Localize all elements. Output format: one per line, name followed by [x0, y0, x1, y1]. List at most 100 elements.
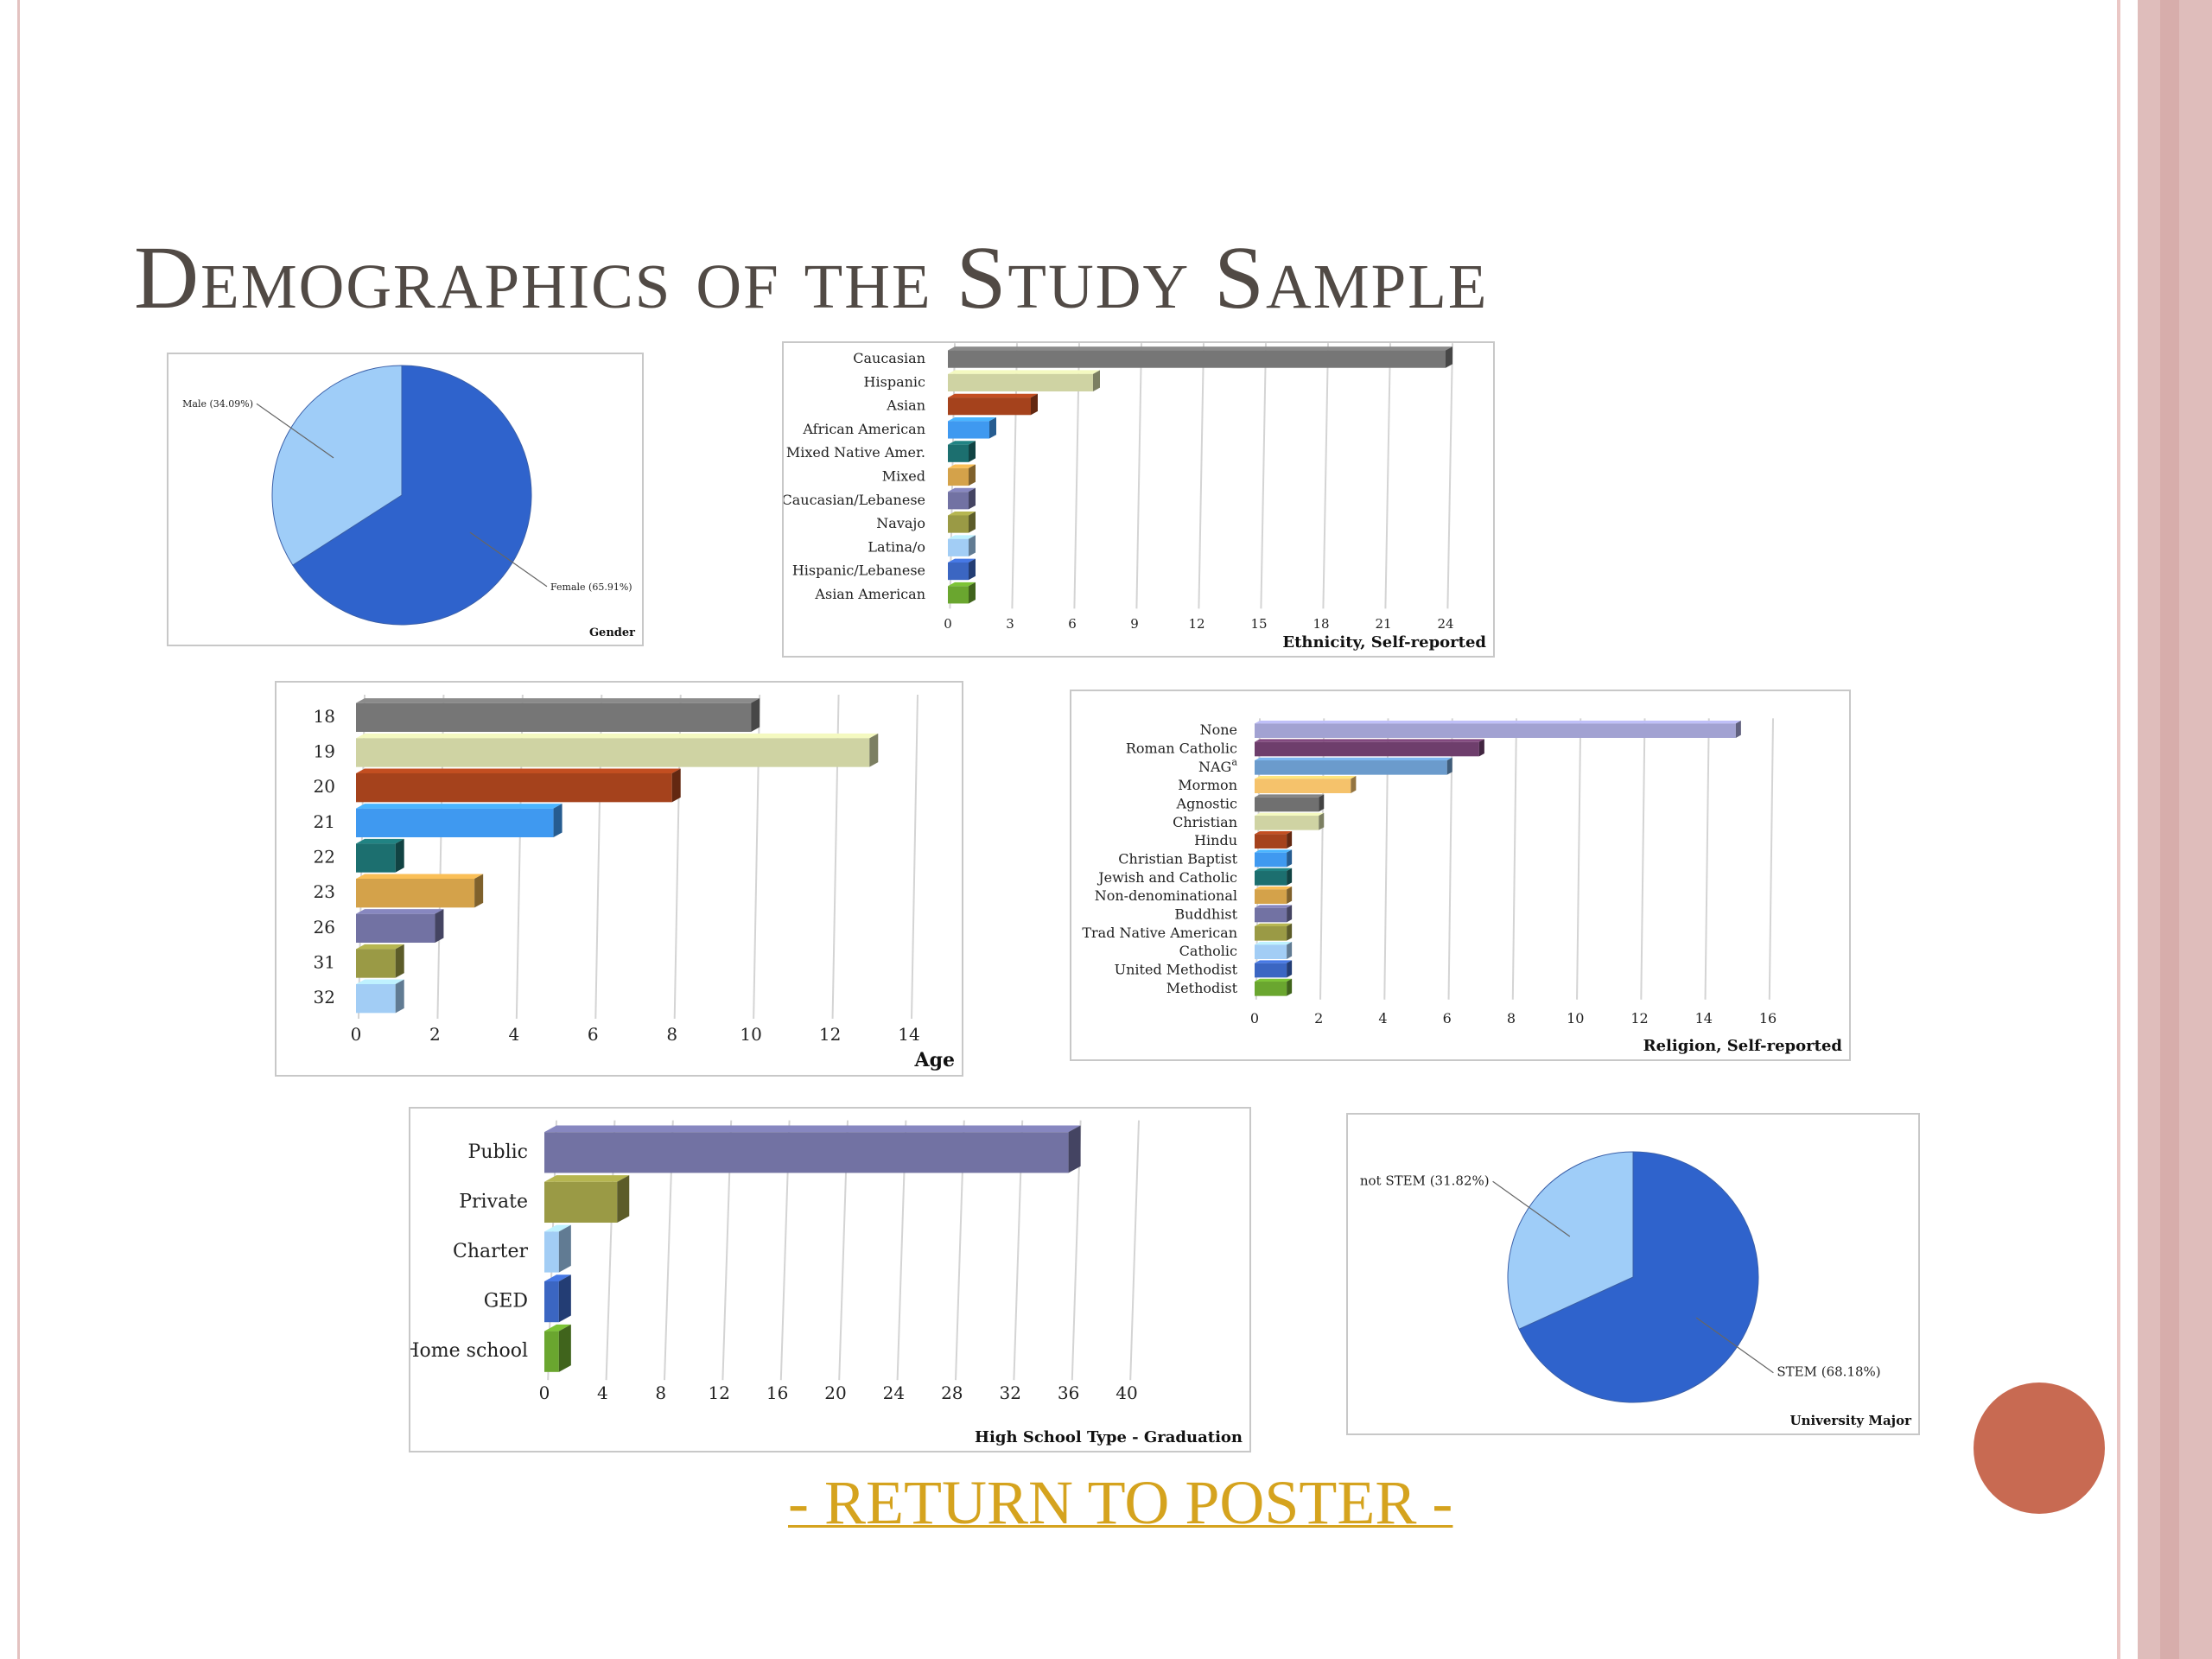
slice-label: Male (34.09%) [182, 398, 253, 410]
bar-front [948, 492, 969, 510]
bar-front [948, 538, 969, 556]
category-label: African American [802, 421, 925, 437]
leader-line [1695, 1317, 1774, 1374]
bar-front [356, 878, 475, 908]
bar-end [558, 1224, 571, 1273]
bar-20 [356, 768, 681, 803]
category-label: Asian American [814, 586, 925, 602]
bar-latina-o [948, 535, 976, 556]
category-label: Buddhist [1174, 906, 1237, 923]
bar-top [1255, 849, 1293, 853]
bar-end [869, 733, 879, 767]
gender-pie-chart: Female (65.91%) Male (34.09%) Gender [167, 353, 644, 646]
bar-jewish-and-catholic [1255, 868, 1293, 886]
x-tick-label: 16 [766, 1382, 788, 1403]
category-label: 26 [314, 917, 335, 938]
bar-19 [356, 733, 879, 767]
bar-32 [356, 979, 404, 1014]
bar-end [558, 1274, 571, 1323]
x-tick-label: 8 [666, 1024, 677, 1045]
bar-front [948, 421, 989, 439]
category-label: Roman Catholic [1126, 741, 1237, 757]
category-label: 21 [314, 811, 335, 832]
bar-front [1255, 779, 1351, 793]
bar-catholic [1255, 942, 1293, 959]
bar-top [1255, 794, 1325, 798]
bar-top [948, 393, 1038, 398]
return-to-poster-link[interactable]: - RETURN TO POSTER - [788, 1468, 1453, 1537]
category-label: Public [468, 1141, 528, 1163]
category-label: 19 [314, 741, 335, 762]
gridline [1640, 718, 1646, 1000]
highschool-bar-chart: Public Private Charter GED Home school 0 4 8 12 1… [409, 1107, 1251, 1452]
category-label: Navajo [876, 515, 925, 531]
bar-top [356, 733, 879, 739]
bar-end [1287, 923, 1293, 941]
category-label: Caucasian [853, 350, 925, 366]
category-label: Mormon [1178, 777, 1237, 793]
bar-top [1255, 739, 1484, 742]
bar-end [1287, 978, 1293, 996]
bar-top [1255, 868, 1293, 872]
gridline [1768, 718, 1774, 1000]
bar-end [969, 535, 976, 556]
bar-hispanic-lebanese [948, 558, 976, 581]
bar-front [1255, 871, 1287, 886]
bar-top [356, 804, 563, 809]
gridline [1260, 343, 1267, 609]
bar-end [617, 1175, 630, 1224]
category-label: Christian [1173, 814, 1237, 830]
x-tick-label: 8 [1507, 1010, 1516, 1027]
chart-title: University Major [1789, 1413, 1912, 1428]
bar-18 [356, 698, 760, 733]
chart-canvas: 18 19 20 21 22 23 26 31 32 0 2 4 6 8 10 12 14 Age [314, 694, 955, 1071]
chart-canvas: Public Private Charter GED Home school 0 4 8 12 1… [410, 1120, 1243, 1446]
bar-united-methodist [1255, 960, 1293, 978]
chart-canvas: STEM (68.18%) not STEM (31.82%) University… [1360, 1151, 1912, 1428]
bar-end [1287, 831, 1293, 849]
category-label: Non-denominational [1095, 887, 1237, 904]
x-tick-label: 6 [1068, 616, 1077, 632]
bar-end [1735, 721, 1741, 738]
bar-end [395, 838, 404, 873]
bar-top [1255, 960, 1293, 963]
gridline [1446, 343, 1453, 609]
bar-top [1255, 812, 1325, 817]
bar-top [356, 768, 681, 773]
bar-front [356, 913, 435, 944]
bar-top [948, 441, 976, 445]
category-label: Asian [886, 397, 925, 414]
bar-private [544, 1175, 630, 1224]
category-label: Hindu [1194, 832, 1237, 849]
leader-line [256, 403, 334, 459]
bar-charter [544, 1224, 571, 1273]
pie-slice [271, 365, 403, 566]
slice-label: STEM (68.18%) [1777, 1364, 1880, 1380]
category-label: Jewish and Catholic [1096, 869, 1237, 886]
bar-end [1287, 905, 1293, 923]
bar-top [948, 582, 976, 587]
bar-end [1093, 370, 1100, 391]
bar-front [1255, 926, 1287, 941]
x-tick-label: 0 [539, 1382, 550, 1403]
x-tick-label: 8 [655, 1382, 666, 1403]
x-tick-label: 6 [588, 1024, 599, 1045]
chart-title: Ethnicity, Self-reported [1282, 633, 1486, 652]
x-tick-label: 0 [944, 616, 952, 632]
bar-22 [356, 838, 404, 873]
bar-top [356, 944, 404, 950]
bar-front [356, 808, 554, 838]
bar-front [544, 1231, 559, 1273]
bar-roman-catholic [1255, 739, 1484, 757]
category-label: GED [484, 1291, 528, 1313]
bar-end [969, 582, 976, 604]
bar-front [1255, 816, 1319, 830]
chart-title: High School Type - Graduation [975, 1428, 1243, 1446]
category-label: Hispanic [864, 373, 925, 390]
bar-end [553, 804, 563, 838]
x-tick-label: 12 [1188, 616, 1205, 632]
bar-top [948, 346, 1452, 351]
x-tick-label: 0 [1250, 1010, 1259, 1027]
bar-end [435, 909, 444, 944]
bar-end [1351, 776, 1357, 793]
